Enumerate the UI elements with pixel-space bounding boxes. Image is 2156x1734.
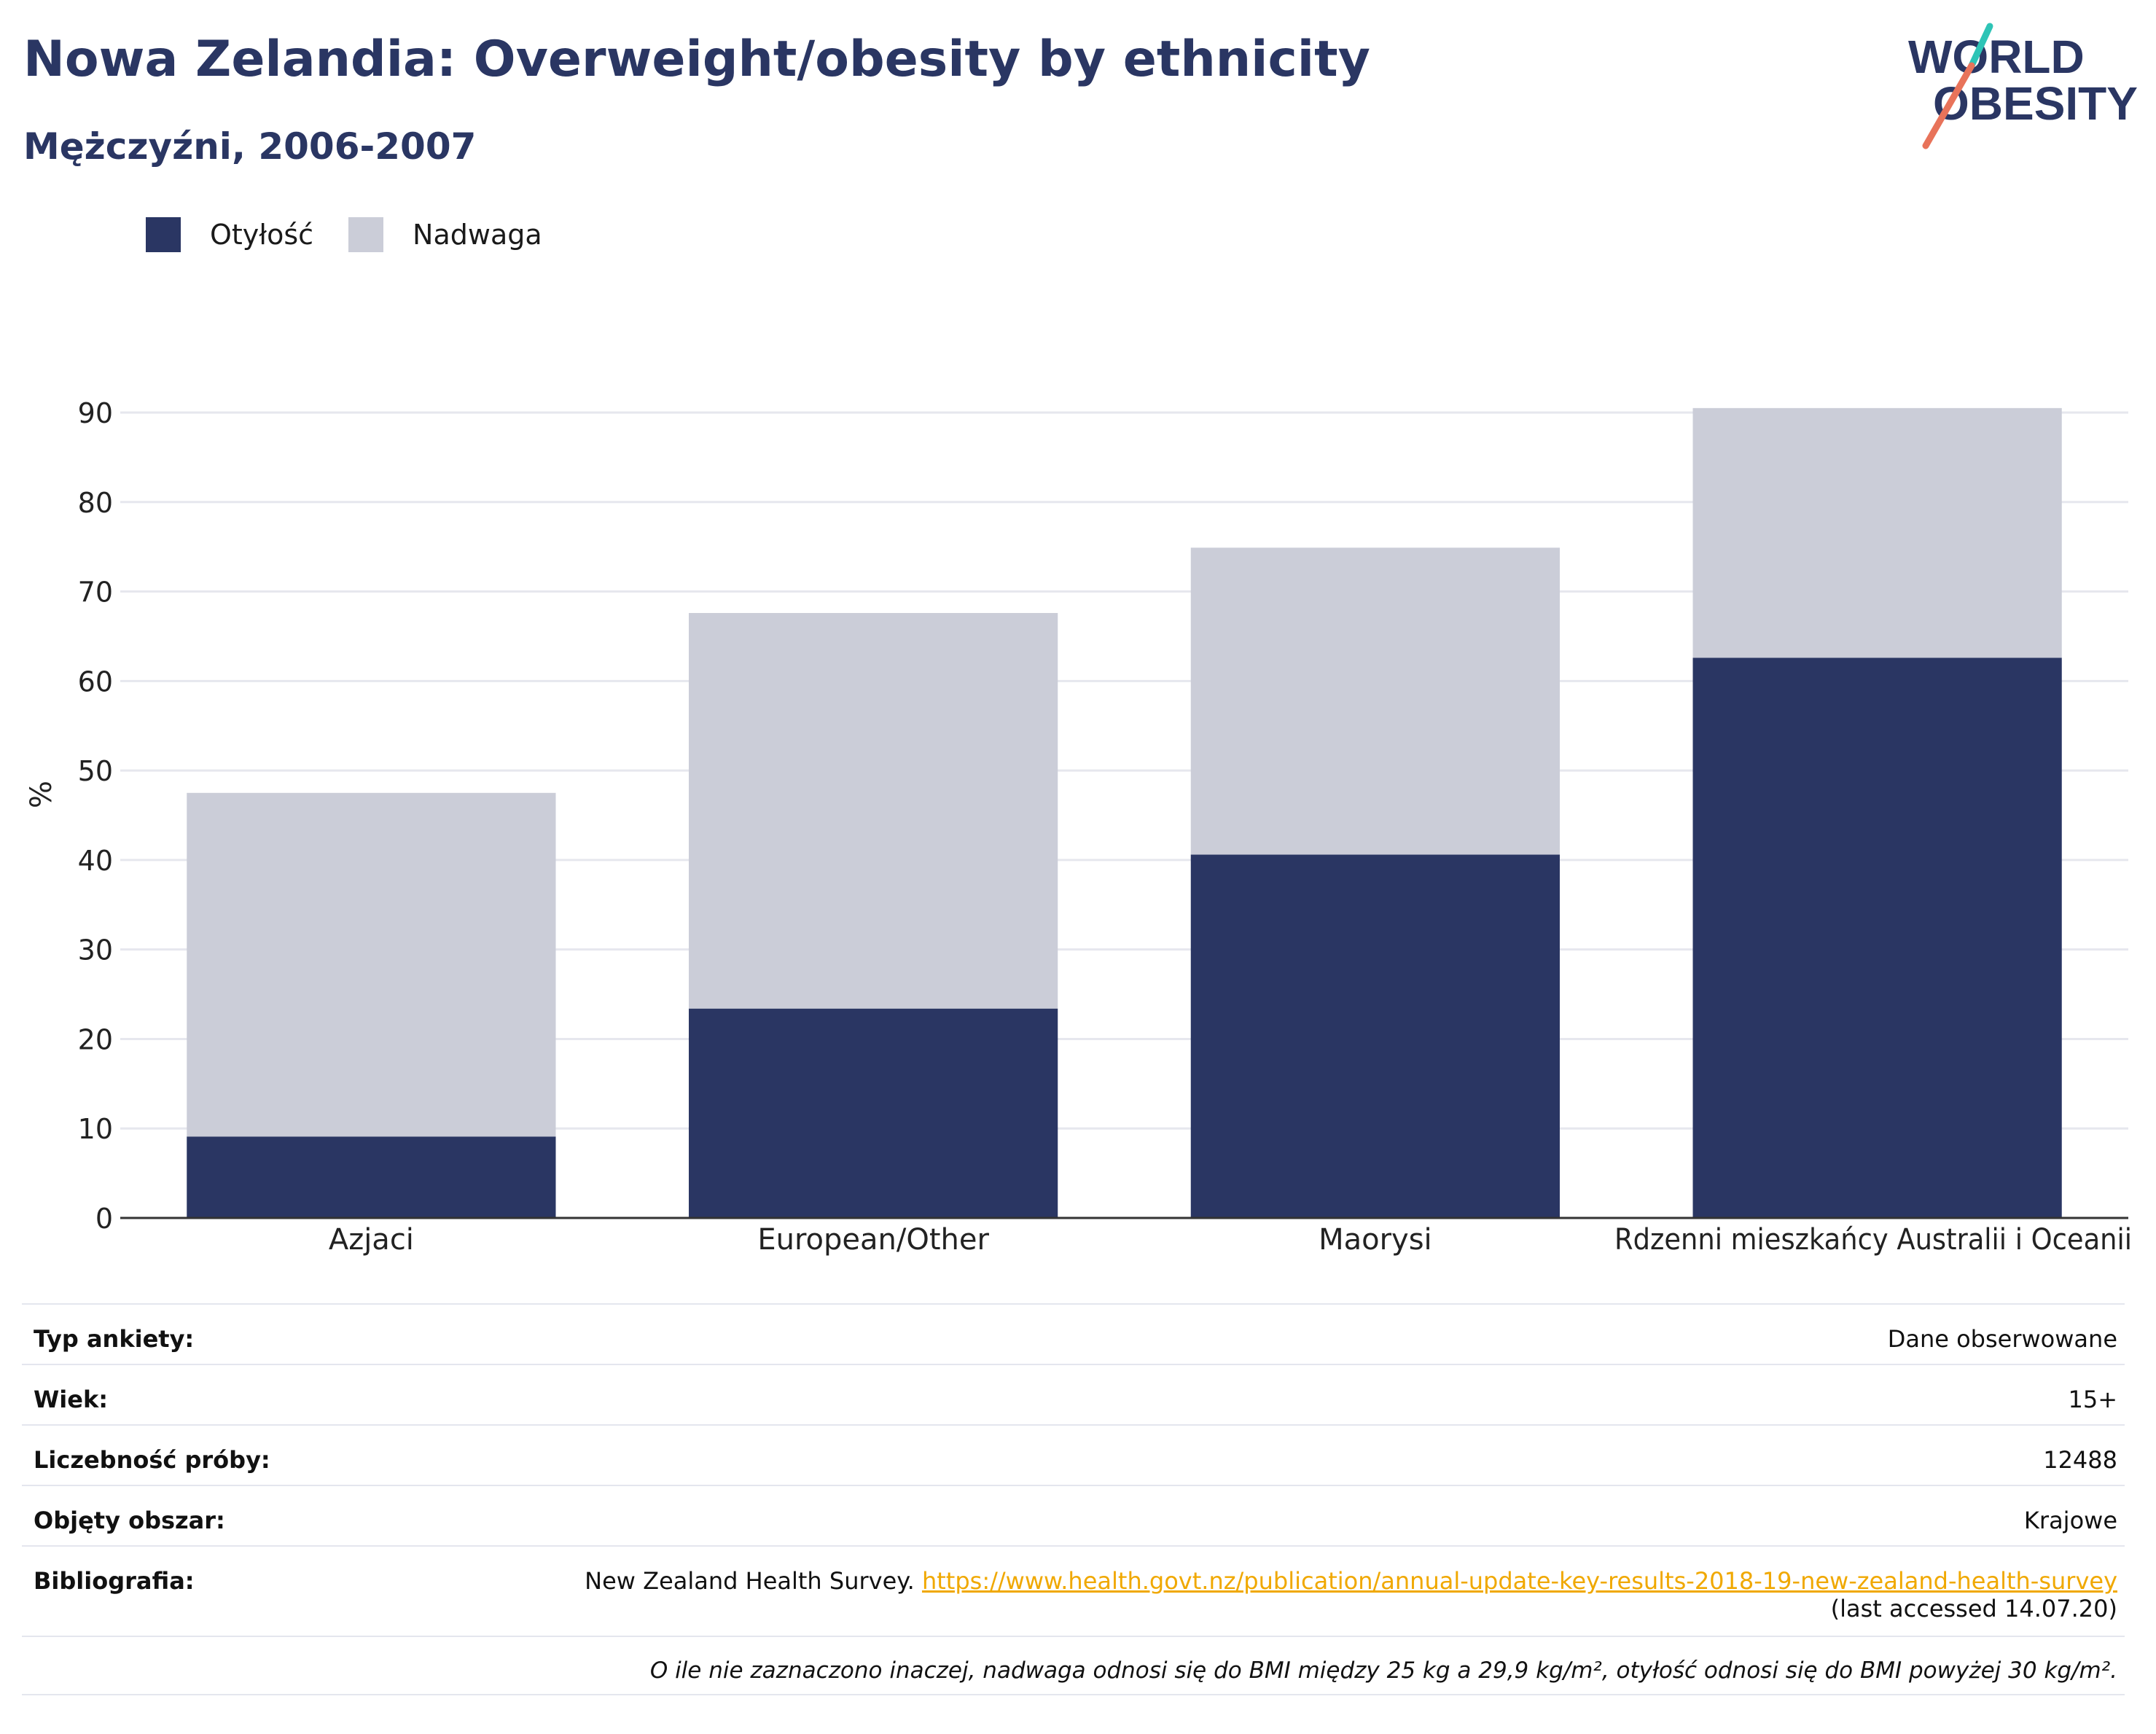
bar-obesity	[187, 1136, 556, 1218]
bibliography-value: New Zealand Health Survey. https://www.h…	[585, 1567, 2117, 1622]
info-row-note: O ile nie zaznaczono inaczej, nadwaga od…	[22, 1636, 2125, 1695]
legend-swatch-obesity	[146, 217, 181, 252]
y-axis-label: %	[25, 781, 58, 808]
y-tick-label: 80	[78, 487, 113, 519]
info-row-age: Wiek: 15+	[22, 1364, 2125, 1424]
x-tick-label: European/Other	[757, 1223, 989, 1257]
bar-overweight	[187, 792, 556, 1137]
bibliography-text: New Zealand Health Survey.	[585, 1567, 915, 1595]
x-tick-label: Rdzenni mieszkańcy Australii i Oceanii	[1614, 1223, 2132, 1257]
y-axis-ticks: 0 10 20 30 40 50 60 70 80 90	[78, 397, 113, 1235]
info-row-sample: Liczebność próby: 12488	[22, 1424, 2125, 1485]
chart-legend: Otyłość Nadwaga	[146, 217, 577, 252]
y-tick-label: 10	[78, 1113, 113, 1145]
bibliography-link[interactable]: https://www.health.govt.nz/publication/a…	[921, 1567, 2117, 1595]
y-tick-label: 0	[95, 1203, 113, 1235]
legend-item-obesity[interactable]: Otyłość	[146, 217, 313, 252]
age-label: Wiek:	[34, 1386, 109, 1413]
bar-overweight	[689, 613, 1058, 1009]
page-subtitle: Mężczyźni, 2006-2007	[23, 125, 477, 168]
bar-obesity	[1190, 854, 1560, 1218]
bar-overweight	[1692, 407, 2062, 658]
survey-type-label: Typ ankiety:	[34, 1325, 195, 1353]
y-tick-label: 30	[78, 934, 113, 966]
age-value: 15+	[2068, 1386, 2117, 1413]
legend-label-obesity: Otyłość	[210, 219, 314, 251]
survey-type-value: Dane obserwowane	[1887, 1325, 2117, 1353]
info-row-bibliography: Bibliografia: New Zealand Health Survey.…	[22, 1545, 2125, 1636]
x-tick-label: Azjaci	[329, 1223, 414, 1257]
area-value: Krajowe	[2023, 1507, 2117, 1534]
logo-slash-teal	[1968, 23, 1993, 69]
bar-overweight	[1190, 547, 1560, 855]
survey-info-table: Typ ankiety: Dane obserwowane Wiek: 15+ …	[22, 1303, 2125, 1695]
y-tick-label: 50	[78, 755, 113, 787]
bibliography-accessed: (last accessed 14.07.20)	[1830, 1595, 2117, 1622]
logo-slash-coral	[1922, 62, 1975, 149]
legend-label-overweight: Nadwaga	[413, 219, 542, 251]
sample-size-value: 12488	[2043, 1446, 2117, 1474]
legend-swatch-overweight	[348, 217, 384, 252]
world-obesity-logo: WORLD OBESITY	[1908, 23, 2138, 149]
bar-obesity	[1692, 657, 2062, 1218]
info-row-survey-type: Typ ankiety: Dane obserwowane	[22, 1303, 2125, 1364]
y-tick-label: 40	[78, 845, 113, 877]
legend-item-overweight[interactable]: Nadwaga	[348, 217, 542, 252]
info-row-area: Objęty obszar: Krajowe	[22, 1485, 2125, 1545]
bibliography-label: Bibliografia:	[34, 1567, 195, 1595]
x-tick-label: Maorysi	[1319, 1223, 1432, 1257]
y-tick-label: 60	[78, 665, 113, 698]
y-tick-label: 90	[78, 397, 113, 429]
sample-size-label: Liczebność próby:	[34, 1446, 270, 1474]
bars	[187, 407, 2062, 1218]
y-tick-label: 20	[78, 1023, 113, 1055]
bar-obesity	[689, 1008, 1058, 1218]
area-label: Objęty obszar:	[34, 1507, 225, 1534]
bmi-definition-note: O ile nie zaznaczono inaczej, nadwaga od…	[649, 1657, 2117, 1684]
y-tick-label: 70	[78, 577, 113, 609]
logo-line-1: WORLD	[1908, 31, 2085, 83]
stacked-bar-chart: 0 10 20 30 40 50 60 70 80 90 Azjaci European/Other…	[25, 397, 2132, 1257]
logo-line-2: OBESITY	[1933, 77, 2138, 130]
page-title: Nowa Zelandia: Overweight/obesity by eth…	[23, 31, 1370, 88]
x-axis-ticks: Azjaci European/Other Maorysi Rdzenni miesz…	[329, 1223, 2132, 1257]
